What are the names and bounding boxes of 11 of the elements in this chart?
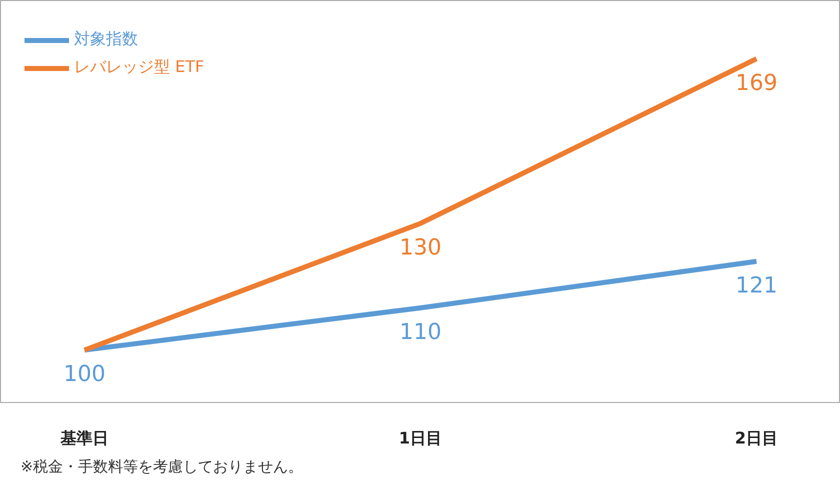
text: ※税金・手数料等を考慮しておりません。 bbox=[20, 458, 304, 476]
data-label: 169 bbox=[736, 70, 778, 96]
data-label: 130 bbox=[400, 235, 442, 260]
x-tick-label: 2日目 bbox=[734, 428, 778, 448]
x-tick-label: 基準日 bbox=[60, 428, 108, 448]
data-label: 121 bbox=[736, 273, 778, 298]
data-label: 110 bbox=[400, 320, 442, 345]
x-tick-label: 1日目 bbox=[398, 428, 442, 448]
data-label: 100 bbox=[64, 362, 106, 388]
legend-label: レバレッジ型 ETF bbox=[74, 57, 204, 78]
legend-label: 対象指数 bbox=[74, 29, 138, 50]
